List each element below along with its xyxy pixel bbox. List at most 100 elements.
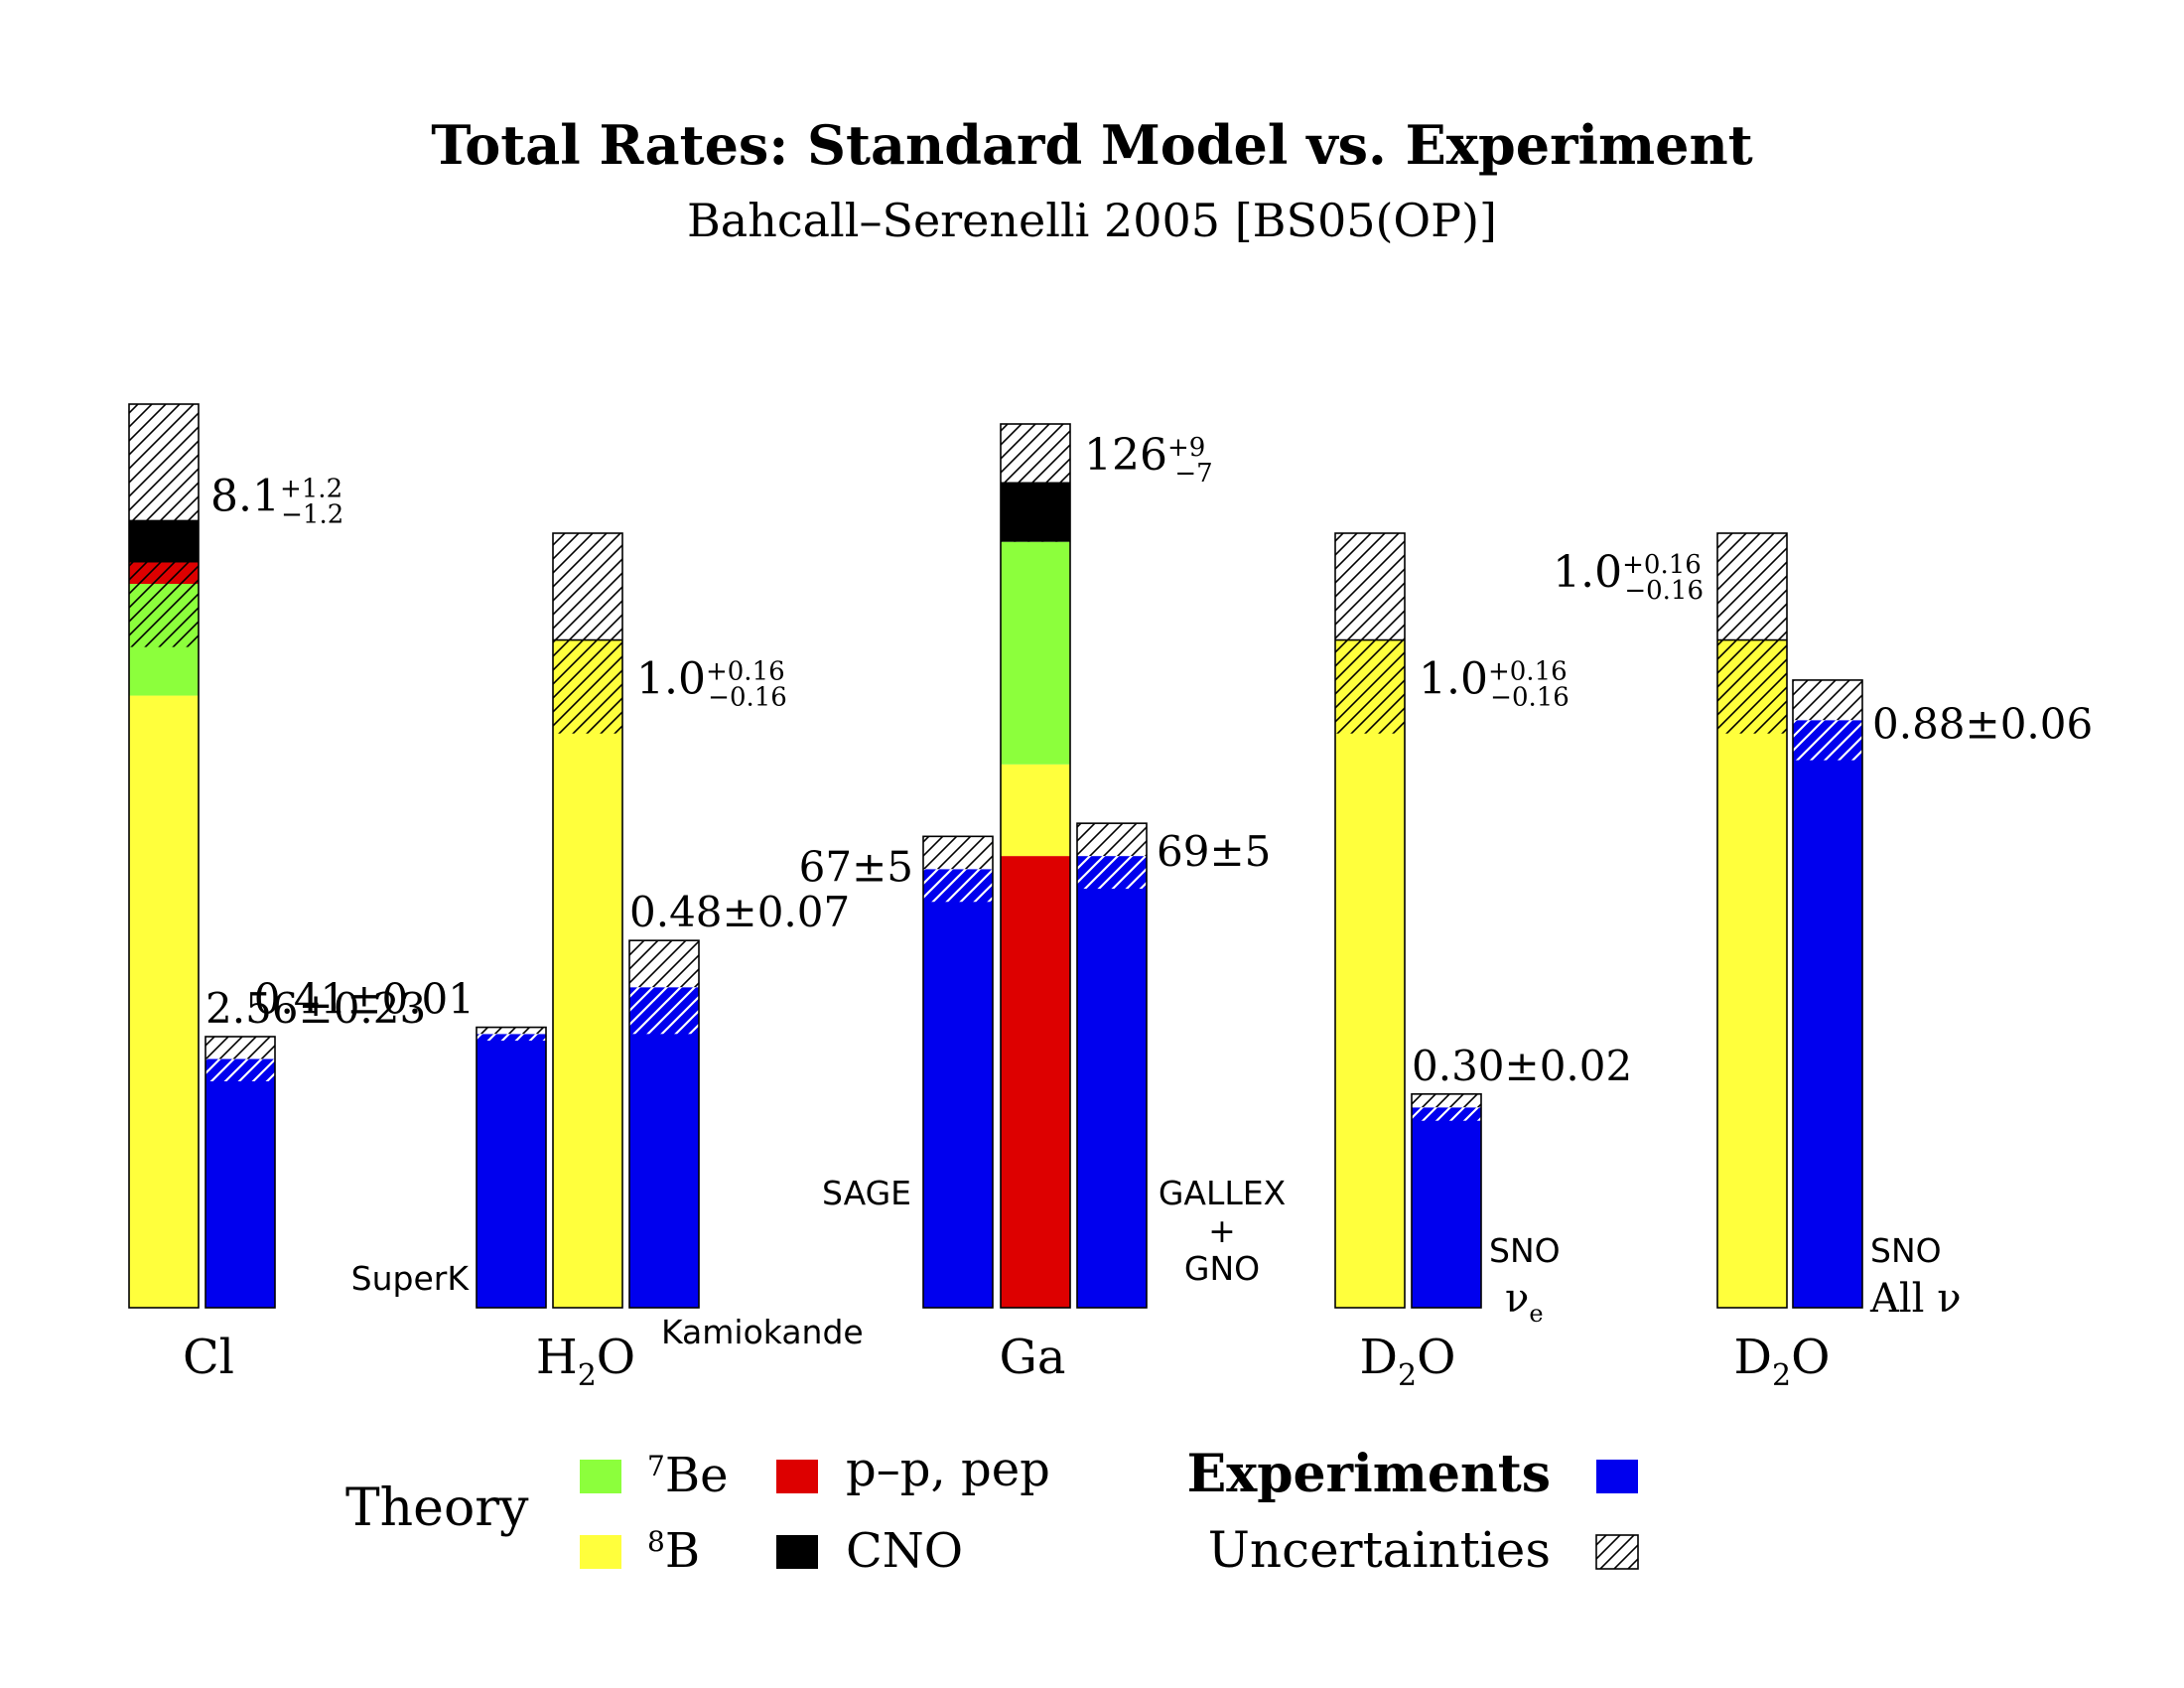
legend-b8-label: 8B [647,1523,700,1579]
category-main: Cl [183,1330,234,1385]
experiment-fill [1793,720,1862,1308]
experiment-uncertainty-lower [1077,856,1147,890]
theory-uncertainty-hatch [1717,533,1787,734]
category-label: D2O [1360,1330,1456,1393]
experiment-name-line: GALLEX [1159,1174,1286,1212]
experiment-uncertainty-lower [923,869,993,903]
theory-err-plus: +0.16 [1488,656,1568,686]
experiment-name: SuperK [351,1259,471,1298]
experiment-bar-outline [628,939,700,1309]
experiment-name-line: SNO [1489,1231,1561,1270]
experiment-uncertainty-upper [923,836,993,870]
legend-experiments-label: Experiments [1187,1444,1551,1504]
experiment-uncertainty-upper [629,940,699,988]
category-label: Cl [183,1330,234,1385]
category-post: O [1417,1330,1455,1385]
experiment-uncertainty-lower [477,1034,546,1042]
theory-value-label: 8.1+1.2 −1.2 [210,472,343,530]
theory-value: 1.0 [1419,653,1488,704]
theory-err-plus: +0.16 [1622,550,1702,580]
category-label: Ga [1000,1330,1066,1385]
theory-segment-8b [129,695,199,1308]
category-post: O [1791,1330,1830,1385]
experiment-uncertainty-lower [205,1058,275,1082]
experiment-value-label: 69±5 [1157,827,1271,876]
experiment-value-label: 0.88±0.06 [1872,699,2093,748]
category-label: D2O [1734,1330,1831,1393]
legend-experiments-swatch [1596,1460,1638,1493]
theory-segment-7be [1001,541,1070,765]
theory-err-minus: −0.16 [1490,682,1570,712]
experiment-uncertainty-upper [1412,1093,1481,1108]
theory-err-plus: +9 [1167,433,1205,463]
experiment-uncertainty-lower [629,987,699,1035]
experiment-uncertainty-upper [477,1027,546,1035]
theory-err-minus: −0.16 [1624,576,1704,606]
theory-bar-outline [552,532,623,1309]
theory-value-label: 1.0+0.16 −0.16 [636,653,787,712]
experiment-uncertainty-upper [1793,679,1862,721]
group-2: 126+9 −7 67±5 SAGE 69±5 GALLEX+GNO Ga [799,423,1286,1385]
legend-cno-label: CNO [846,1523,963,1579]
legend-b8-text: B [665,1523,700,1579]
experiment-bar-1: 0.48±0.07 Kamiokande [628,888,864,1351]
experiment-bar-0: 0.88±0.06 SNO All ν [1792,679,2093,1322]
theory-bar-outline [1000,423,1071,1309]
experiment-bar-0: 0.30±0.02 SNO νe [1411,1042,1632,1328]
theory-err-plus: +0.16 [706,656,785,686]
experiment-bar-outline [1076,822,1148,1309]
legend-b8-swatch [580,1535,621,1569]
chart-title: Total Rates: Standard Model vs. Experime… [431,113,1753,177]
experiment-bar-0: 2.56±0.23 [205,984,426,1309]
experiment-fill [205,1058,275,1308]
theory-segment-8b [1001,764,1070,857]
theory-value-label: 1.0+0.16 −0.16 [1553,547,1704,606]
experiment-bar-0: 0.41±0.01 SuperK [254,975,547,1309]
category-main: Ga [1000,1330,1066,1385]
legend-cno-swatch [776,1535,818,1569]
theory-segment-8b [553,639,622,1308]
legend-uncertainties-swatch [1595,1534,1639,1570]
theory-err-minus: −0.16 [708,682,787,712]
experiment-bar-outline [1411,1093,1482,1309]
legend-b8-sup: 8 [647,1525,665,1558]
experiment-bar-outline [476,1026,547,1309]
group-0: 8.1+1.2 −1.2 2.56±0.23 Cl [128,403,426,1385]
category-sub: 2 [578,1358,597,1393]
theory-segment-8b [1717,639,1787,1308]
experiment-value-label: 0.30±0.02 [1412,1042,1632,1090]
experiment-value-label: 2.56±0.23 [205,984,426,1033]
experiment-uncertainty-upper [205,1037,275,1059]
group-4: 1.0+0.16 −0.16 0.88±0.06 SNO All ν D2O [1553,532,2093,1393]
theory-value: 1.0 [636,653,706,704]
experiment-value-label: 0.41±0.01 [254,975,475,1024]
theory-uncertainty-hatch [553,533,622,734]
legend-be7-sup: 7 [647,1450,665,1482]
experiment-bar-outline [922,835,994,1309]
legend-pp-swatch [776,1460,818,1493]
category-post: O [597,1330,635,1385]
category-main: D [1360,1330,1398,1385]
experiment-fill [923,869,993,1308]
category-main: H [536,1330,578,1385]
experiment-name-line: SNO [1870,1231,1942,1270]
experiment-bar-1: 69±5 GALLEX+GNO [1076,822,1286,1309]
experiment-uncertainty-upper [1077,823,1147,857]
chart-subtitle: Bahcall–Serenelli 2005 [BS05(OP)] [687,194,1497,247]
experiment-fill [1077,856,1147,1308]
experiment-fill [477,1034,546,1308]
theory-err-minus: −1.2 [281,500,343,530]
experiment-name: Kamiokande [661,1313,864,1351]
theory-value: 1.0 [1553,547,1622,598]
experiment-bar-0: 67±5 SAGE [799,835,994,1309]
legend-be7-label: 7Be [647,1448,729,1503]
experiment-fill [629,987,699,1308]
experiment-fill [1412,1107,1481,1308]
category-label: H2O [536,1330,635,1393]
legend-theory-label: Theory [345,1478,529,1538]
theory-bar-outline [1716,532,1788,1309]
experiment-name-sub: e [1529,1300,1543,1328]
